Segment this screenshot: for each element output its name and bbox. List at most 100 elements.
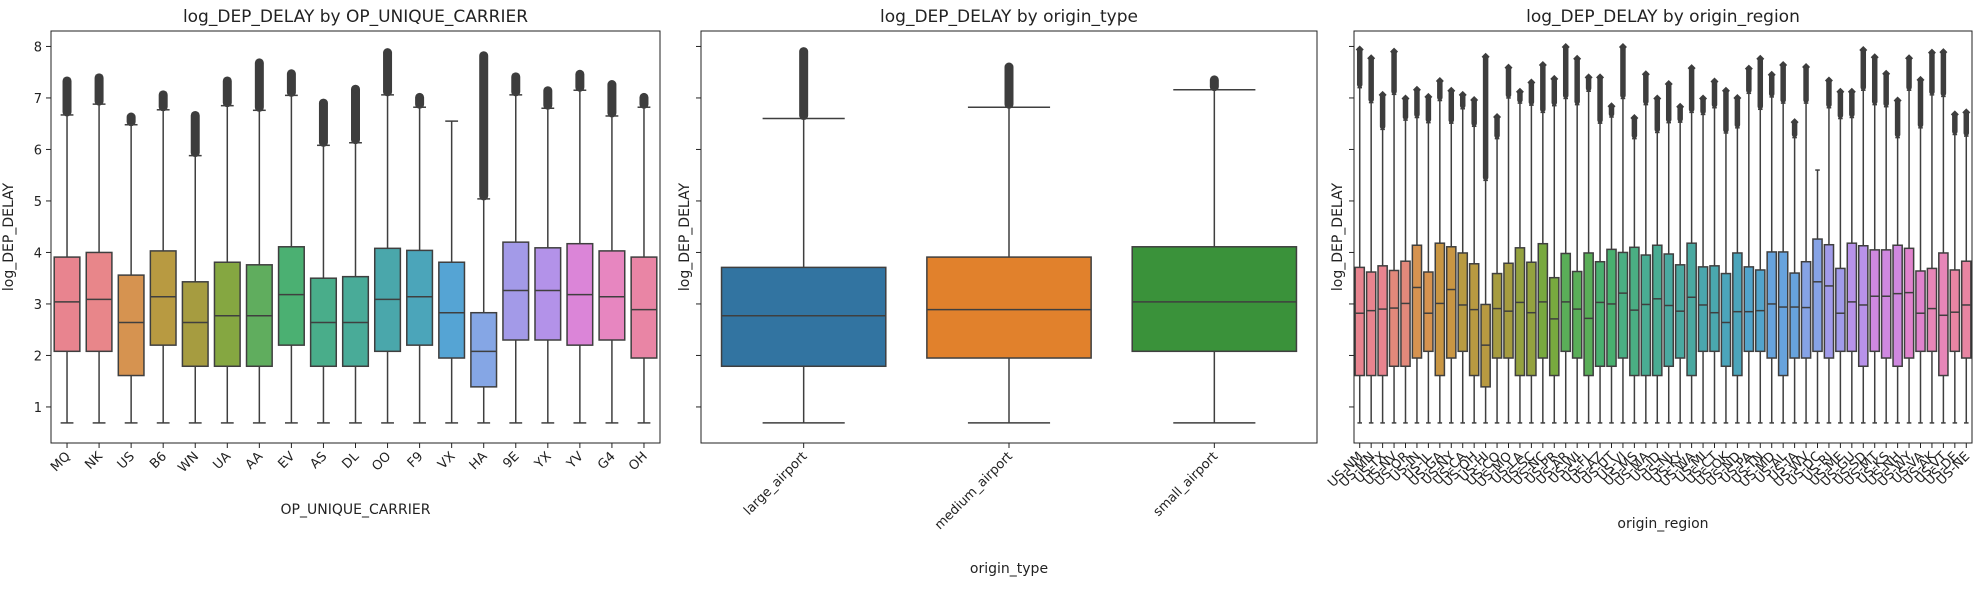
outlier-point <box>543 86 552 95</box>
box-us-nv <box>1388 47 1400 424</box>
box-us-in <box>1411 85 1423 424</box>
y-tick-label: 1 <box>34 401 42 416</box>
iqr-box <box>534 247 562 341</box>
box-us-va <box>1915 75 1926 424</box>
outlier-point <box>1893 96 1902 105</box>
outlier-point <box>1905 54 1914 63</box>
box-us-ak <box>1926 48 1938 424</box>
x-tick-label: small_airport <box>1151 449 1222 520</box>
x-tick-label: 9E <box>500 449 522 471</box>
outlier-point <box>1210 75 1219 84</box>
box-us-tn <box>1754 54 1766 424</box>
box-us-me <box>1835 87 1846 424</box>
outlier-point <box>1424 92 1433 101</box>
y-tick-label: 4 <box>34 246 42 261</box>
outlier-point <box>1550 74 1559 83</box>
box-us-ri <box>1823 76 1835 424</box>
box-us-dc <box>1812 169 1823 424</box>
iqr-box <box>1640 254 1652 377</box>
outlier-point <box>1790 118 1799 127</box>
iqr-box <box>1548 276 1560 377</box>
box-us-oh <box>1468 96 1480 424</box>
outlier-point <box>383 48 392 57</box>
outlier-point <box>1733 93 1742 102</box>
outlier-point <box>1618 42 1627 51</box>
iqr-box <box>1606 248 1617 368</box>
box-us-ut <box>1606 102 1617 424</box>
x-tick-label: MQ <box>48 449 74 475</box>
box-us-nc <box>1537 60 1549 424</box>
x-tick-label: NK <box>82 449 106 473</box>
outlier-point <box>1653 94 1662 103</box>
iqr-box <box>1131 246 1298 353</box>
iqr-box <box>1377 265 1388 377</box>
y-tick-label: 7 <box>34 92 42 107</box>
box-us-nd <box>1732 93 1743 424</box>
outlier-point <box>1504 63 1513 72</box>
x-tick-label: WN <box>175 449 202 476</box>
x-tick-label: US <box>115 449 138 472</box>
iqr-box <box>1835 267 1846 353</box>
box-us-nj <box>1663 80 1675 424</box>
box-us-or <box>1400 94 1411 424</box>
outlier-point <box>1447 86 1456 95</box>
box-aa <box>245 58 273 424</box>
plot-area <box>1353 30 1973 444</box>
iqr-box <box>1709 265 1720 353</box>
box-us-nh <box>1892 96 1903 424</box>
iqr-box <box>1617 251 1629 359</box>
box-us-ms <box>1629 114 1640 424</box>
box-us-az <box>1594 73 1606 424</box>
outlier-point <box>1527 78 1536 87</box>
outlier-point <box>1390 47 1399 56</box>
box-f9 <box>406 92 434 424</box>
outlier-point <box>1435 76 1444 85</box>
outlier-point <box>1607 102 1616 111</box>
box-us-ks <box>1880 69 1892 424</box>
box-us-ok <box>1720 86 1732 424</box>
panel-origin-region: log_DEP_DELAY by origin_region log_DEP_DE… <box>1325 7 1973 532</box>
box-us-de <box>1949 110 1961 424</box>
iqr-box <box>1800 260 1812 359</box>
x-tick-label: AS <box>308 449 331 472</box>
box-ha <box>470 51 498 424</box>
outlier-point <box>1882 69 1891 78</box>
iqr-box <box>1823 243 1835 359</box>
outlier-point <box>1664 80 1673 89</box>
outlier-point <box>1412 85 1421 94</box>
iqr-box <box>1526 261 1537 377</box>
iqr-box <box>1732 252 1743 377</box>
iqr-box <box>1629 246 1640 377</box>
outlier-point <box>223 76 232 85</box>
outlier-point <box>319 99 328 108</box>
iqr-box <box>1594 260 1606 368</box>
iqr-box <box>1846 242 1858 353</box>
box-us-ar <box>1560 42 1572 424</box>
iqr-box <box>149 250 177 346</box>
box-us-ma <box>1640 70 1652 424</box>
y-tick-label: 5 <box>34 195 42 210</box>
outlier-point <box>1721 86 1730 95</box>
outlier-point <box>1676 102 1685 111</box>
x-tick-label: YV <box>563 449 586 472</box>
iqr-box <box>1915 270 1926 353</box>
box-us-wa <box>1686 64 1697 424</box>
panel-carrier: log_DEP_DELAY by OP_UNIQUE_CARRIER 1 2 3 4 5 6… <box>1 7 661 518</box>
iqr-box <box>1434 242 1446 377</box>
box-us-tx <box>1377 90 1388 424</box>
outlier-point <box>63 76 72 85</box>
iqr-box <box>1445 246 1457 359</box>
x-tick-label: EV <box>276 449 299 472</box>
outlier-point <box>351 85 360 94</box>
box-us-pa <box>1743 64 1755 424</box>
iqr-box <box>1938 252 1949 377</box>
box-ua <box>213 76 241 424</box>
iqr-box <box>1812 238 1823 353</box>
box-us-gu <box>1846 87 1858 424</box>
box-vx <box>438 120 466 424</box>
y-tick-label: 8 <box>34 40 42 55</box>
iqr-box <box>1457 252 1469 353</box>
box-yx <box>534 86 562 424</box>
box-9e <box>502 72 530 424</box>
outlier-point <box>1470 96 1479 105</box>
